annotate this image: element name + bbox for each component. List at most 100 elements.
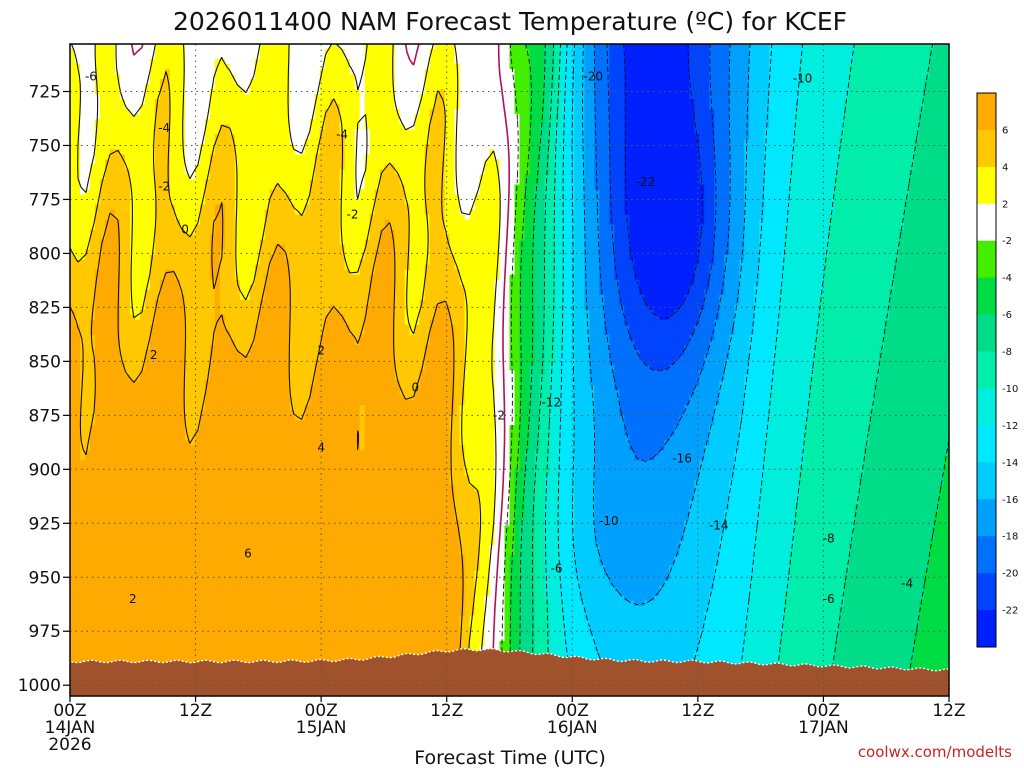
fill-cell: [729, 244, 745, 251]
fill-cell: [744, 164, 765, 170]
fill-cell: [289, 114, 316, 120]
fill-cell: [184, 169, 196, 175]
fill-cell: [924, 575, 949, 582]
fill-cell: [714, 219, 730, 226]
fill-cell: [419, 380, 456, 386]
fill-cell: [694, 109, 715, 115]
fill-cell: [864, 460, 945, 466]
fill-cell: [70, 525, 461, 532]
fill-cell: [624, 114, 695, 120]
fill-cell: [179, 284, 216, 291]
fill-cell: [364, 54, 396, 60]
fill-cell: [119, 219, 131, 226]
fill-cell: [304, 139, 321, 145]
fill-cell: [549, 605, 566, 612]
fill-cell: [119, 319, 156, 326]
fill-cell: [699, 370, 725, 376]
fill-cell: [769, 430, 805, 436]
fill-cell: [589, 344, 610, 351]
fill-cell: [184, 309, 216, 316]
fill-cell: [504, 600, 511, 607]
fill-cell: [719, 560, 755, 567]
fill-cell: [70, 354, 81, 361]
fill-cell: [739, 284, 755, 291]
fill-cell: [564, 154, 576, 160]
colorbar-label: -14: [1002, 458, 1018, 469]
fill-cell: [534, 515, 546, 522]
fill-cell: [549, 460, 561, 466]
fill-cell: [849, 69, 930, 75]
fill-cell: [70, 555, 466, 562]
fill-cell: [464, 314, 496, 321]
fill-cell: [344, 159, 356, 165]
fill-cell: [634, 455, 655, 461]
fill-cell: [184, 380, 206, 386]
fill-cell: [289, 400, 311, 406]
fill-cell: [539, 380, 551, 386]
fill-cell: [564, 329, 576, 336]
fill-cell: [534, 329, 546, 336]
fill-cell: [94, 274, 121, 281]
fill-cell: [709, 59, 730, 65]
fill-cell: [454, 119, 521, 125]
fill-cell: [104, 159, 126, 165]
fill-cell: [324, 319, 346, 326]
fill-cell: [459, 209, 471, 216]
colorbar-swatch: [977, 203, 996, 242]
fill-cell: [544, 204, 556, 211]
fill-cell: [559, 530, 576, 537]
fill-cell: [209, 364, 291, 371]
temperature-fill-bands: [70, 44, 949, 696]
fill-cell: [184, 385, 206, 391]
fill-cell: [559, 420, 576, 426]
fill-cell: [309, 129, 321, 135]
fill-cell: [689, 54, 710, 60]
fill-cell: [914, 154, 949, 160]
fill-cell: [364, 44, 396, 50]
fill-cell: [129, 219, 156, 226]
x-tick-label: 12Z: [179, 701, 212, 721]
fill-cell: [70, 334, 81, 341]
fill-cell: [359, 430, 366, 436]
fill-cell: [214, 69, 231, 75]
fill-cell: [789, 164, 840, 170]
fill-cell: [70, 475, 451, 481]
fill-cell: [454, 485, 476, 491]
fill-cell: [594, 500, 690, 507]
fill-cell: [724, 264, 740, 271]
fill-cell: [534, 304, 546, 311]
fill-cell: [844, 124, 920, 130]
fill-cell: [574, 334, 591, 341]
fill-cell: [559, 440, 576, 446]
fill-cell: [394, 309, 406, 316]
fill-cell: [839, 635, 915, 642]
fill-cell: [609, 134, 625, 140]
fill-cell: [599, 244, 615, 251]
fill-cell: [459, 640, 471, 647]
fill-cell: [70, 500, 456, 507]
fill-cell: [769, 59, 800, 65]
fill-cell: [219, 309, 261, 316]
fill-cell: [424, 84, 461, 90]
fill-cell: [184, 339, 216, 346]
fill-cell: [479, 515, 496, 522]
fill-cell: [534, 500, 546, 507]
fill-cell: [429, 339, 456, 346]
fill-cell: [354, 154, 366, 160]
fill-cell: [479, 645, 501, 652]
fill-cell: [914, 164, 949, 170]
fill-cell: [174, 214, 201, 221]
fill-cell: [759, 480, 800, 486]
fill-cell: [544, 530, 561, 537]
fill-cell: [664, 445, 705, 451]
fill-cell: [574, 204, 586, 211]
fill-cell: [594, 174, 610, 181]
fill-cell: [629, 229, 700, 236]
fill-cell: [544, 239, 556, 246]
fill-cell: [364, 179, 381, 186]
fill-cell: [769, 49, 805, 55]
fill-cell: [259, 319, 291, 326]
fill-cell: [574, 74, 586, 80]
fill-cell: [894, 284, 949, 291]
credit-link[interactable]: coolwx.com/modelts: [858, 743, 1012, 761]
